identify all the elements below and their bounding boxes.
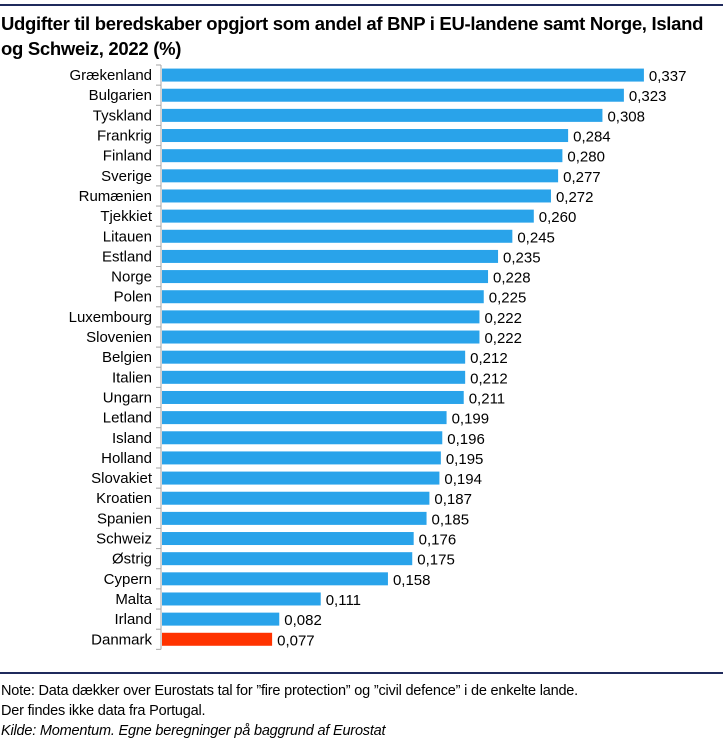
bar <box>162 552 413 566</box>
data-label: 0,111 <box>326 592 361 609</box>
category-label: Luxembourg <box>69 309 152 326</box>
category-label: Island <box>112 430 152 447</box>
bar <box>162 431 443 445</box>
data-label: 0,222 <box>484 330 522 347</box>
data-label: 0,272 <box>556 189 594 206</box>
data-label: 0,077 <box>277 632 315 649</box>
category-label: Italien <box>112 369 152 386</box>
y-axis <box>156 64 162 650</box>
bar <box>162 290 484 304</box>
footer-notes: Note: Data dækker over Eurostats tal for… <box>1 681 578 741</box>
data-label: 0,176 <box>419 532 457 549</box>
category-label: Sverige <box>101 168 152 185</box>
category-label: Kroatien <box>96 490 152 507</box>
category-label: Holland <box>101 450 152 467</box>
data-label: 0,211 <box>469 390 505 407</box>
bars-layer <box>162 68 644 646</box>
data-label: 0,260 <box>539 209 577 226</box>
bar-chart: Grækenland 0,337 Bulgarien 0,323 Tyskland 0,3… <box>69 64 687 650</box>
bar <box>162 612 280 626</box>
top-rule <box>0 4 723 6</box>
category-label: Tjekkiet <box>100 208 153 225</box>
bar <box>162 88 624 102</box>
category-label: Finland <box>103 148 152 165</box>
category-label: Østrig <box>112 551 152 568</box>
bar <box>162 471 440 485</box>
category-label: Irland <box>114 611 152 628</box>
category-label: Ungarn <box>103 389 152 406</box>
bar <box>162 330 480 344</box>
category-label: Rumænien <box>79 188 152 205</box>
data-label: 0,222 <box>484 310 522 327</box>
bar <box>162 390 464 404</box>
bar <box>162 350 466 364</box>
data-label: 0,082 <box>284 612 322 629</box>
category-label: Polen <box>114 289 152 306</box>
bar <box>162 149 563 163</box>
data-label: 0,228 <box>493 270 531 287</box>
data-label: 0,199 <box>452 411 490 428</box>
bar <box>162 370 466 384</box>
bar <box>162 411 447 425</box>
category-label: Malta <box>115 591 152 608</box>
bar <box>162 491 430 505</box>
data-label: 0,212 <box>470 370 508 387</box>
bar <box>162 451 441 465</box>
data-label: 0,308 <box>607 108 645 125</box>
data-label: 0,195 <box>446 451 484 468</box>
data-label: 0,158 <box>393 572 431 589</box>
data-label: 0,212 <box>470 350 508 367</box>
data-label: 0,187 <box>434 491 472 508</box>
labels-layer: Grækenland 0,337 Bulgarien 0,323 Tyskland 0,3… <box>69 67 687 649</box>
bar <box>162 572 388 586</box>
source-line: Kilde: Momentum. Egne beregninger på bag… <box>1 723 386 739</box>
category-label: Spanien <box>97 510 152 527</box>
bar <box>162 209 534 223</box>
category-label: Estland <box>102 248 152 265</box>
bar-highlight <box>162 632 273 646</box>
data-label: 0,284 <box>573 129 611 146</box>
bar <box>162 68 644 82</box>
category-label: Belgien <box>102 349 152 366</box>
category-label: Grækenland <box>69 67 152 84</box>
category-label: Frankrig <box>97 128 152 145</box>
data-label: 0,235 <box>503 249 541 266</box>
bar <box>162 270 489 284</box>
category-label: Cypern <box>104 571 152 588</box>
bar <box>162 249 499 263</box>
category-label: Slovenien <box>86 329 152 346</box>
bar <box>162 129 569 143</box>
bottom-rule <box>0 672 723 674</box>
chart-title: Udgifter til beredskaber opgjort som and… <box>1 13 704 59</box>
data-label: 0,225 <box>489 290 527 307</box>
bar <box>162 532 414 546</box>
data-label: 0,280 <box>567 149 605 166</box>
category-label: Danmark <box>91 631 152 648</box>
bar <box>162 169 559 183</box>
note-line-2: Der findes ikke data fra Portugal. <box>1 703 206 719</box>
data-label: 0,337 <box>649 68 687 85</box>
category-label: Bulgarien <box>89 87 152 104</box>
category-label: Letland <box>103 410 152 427</box>
bar <box>162 592 321 606</box>
category-label: Schweiz <box>96 531 152 548</box>
data-label: 0,196 <box>447 431 485 448</box>
data-label: 0,323 <box>629 88 667 105</box>
category-label: Litauen <box>103 228 152 245</box>
bar <box>162 229 513 243</box>
data-label: 0,194 <box>444 471 482 488</box>
category-label: Tyskland <box>93 107 152 124</box>
bar <box>162 189 551 203</box>
data-label: 0,185 <box>432 511 470 528</box>
data-label: 0,277 <box>563 169 601 186</box>
bar <box>162 511 427 525</box>
data-label: 0,245 <box>517 229 555 246</box>
bar <box>162 310 480 324</box>
data-label: 0,175 <box>417 552 455 569</box>
note-line-1: Note: Data dækker over Eurostats tal for… <box>1 683 578 699</box>
category-label: Slovakiet <box>91 470 153 487</box>
bar <box>162 108 603 122</box>
category-label: Norge <box>111 269 152 286</box>
